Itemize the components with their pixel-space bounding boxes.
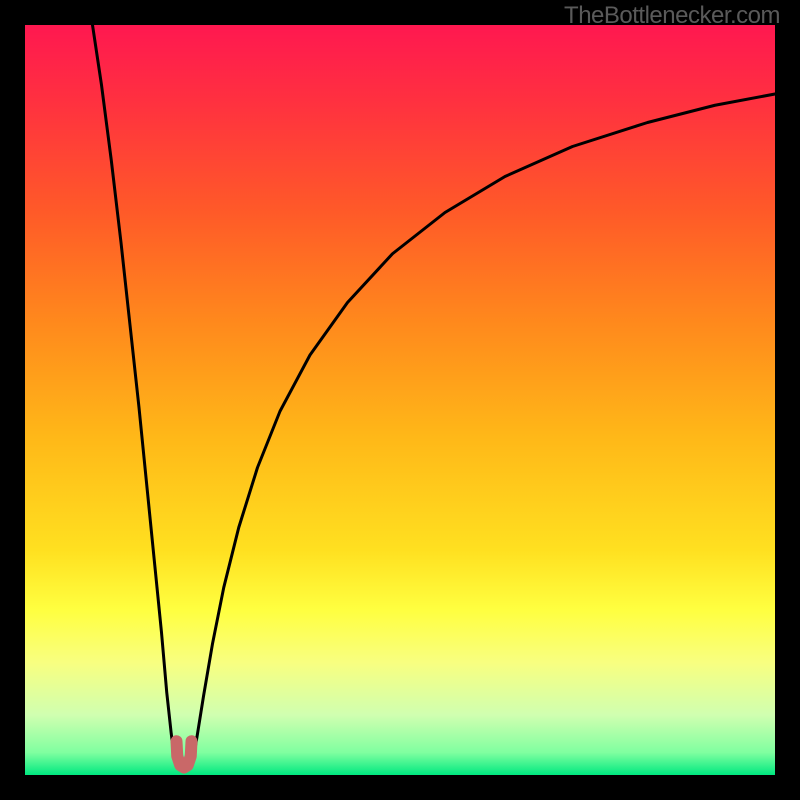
chart-container: TheBottlenecker.com [0,0,800,800]
watermark-text: TheBottlenecker.com [564,2,780,30]
bottleneck-chart [0,0,800,800]
